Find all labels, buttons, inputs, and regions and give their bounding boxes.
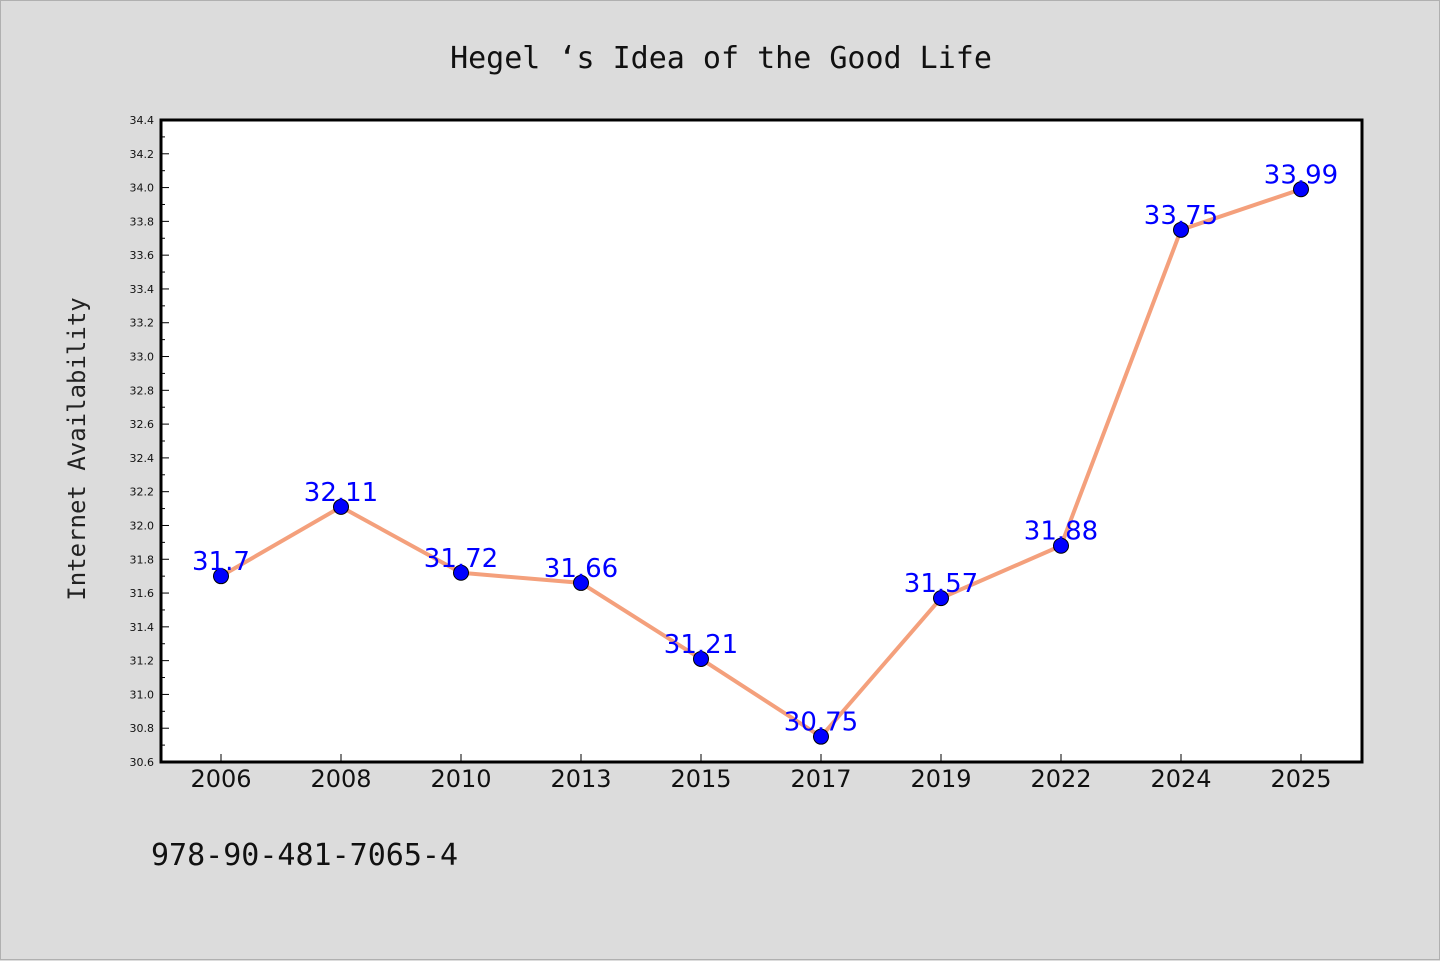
x-axis-ticks: 2006 2008 2010 2013 2015 2017 2019 2022 2024 2025 [190,754,1332,793]
y-tick-label: 34.0 [130,182,155,195]
x-tick-label: 2017 [790,765,851,793]
y-tick-label: 31.4 [130,621,155,634]
y-tick-label: 31.8 [130,553,155,566]
y-tick-label: 33.0 [130,351,155,364]
data-point [1293,181,1309,198]
data-points [213,181,1309,745]
data-point [1053,537,1069,554]
x-tick-label: 2013 [550,765,611,793]
y-tick-label: 31.2 [130,655,155,668]
y-tick-label: 32.0 [130,519,155,532]
footnote: 978-90-481-7065-4 [151,838,458,873]
data-point [813,728,829,745]
data-label: 31.72 [424,544,498,574]
data-label: 30.75 [784,708,858,738]
y-tick-label: 31.0 [130,688,155,701]
y-tick-label: 33.4 [130,283,155,296]
data-label: 31.88 [1024,517,1098,547]
x-tick-label: 2010 [430,765,491,793]
data-label: 31.21 [664,630,738,660]
y-tick-label: 30.6 [130,756,155,769]
x-tick-label: 2006 [190,765,251,793]
data-point [573,574,589,591]
plot-area [159,118,1364,764]
y-tick-label: 32.8 [130,384,155,397]
x-tick-label: 2019 [910,765,971,793]
y-tick-label: 33.8 [130,215,155,228]
x-tick-label: 2025 [1270,765,1331,793]
data-label: 31.57 [904,569,978,599]
data-point [933,590,949,607]
y-tick-label: 32.6 [130,418,155,431]
y-tick-label: 31.6 [130,587,155,600]
data-label: 31.7 [192,547,250,577]
x-tick-label: 2015 [670,765,731,793]
data-point [333,498,349,515]
y-tick-label: 33.6 [130,249,155,262]
y-tick-label: 34.2 [130,148,155,161]
chart-title: Hegel ‘s Idea of the Good Life [450,41,992,76]
data-point [453,564,469,581]
x-tick-label: 2024 [1150,765,1211,793]
data-point [1173,221,1189,238]
data-label: 33.99 [1264,160,1338,190]
data-label: 31.66 [544,554,618,584]
y-tick-label: 32.4 [130,452,155,465]
y-tick-label: 32.2 [130,486,155,499]
series-line [220,187,1302,739]
data-point [693,650,709,667]
y-tick-label: 30.8 [130,722,155,735]
y-tick-label: 33.2 [130,317,155,330]
y-axis-label: Internet Availability [63,297,91,600]
data-label: 32.11 [304,478,378,508]
y-axis-ticks: 30.6 30.8 31.0 31.2 31.4 31.6 31.8 32.0 32.2 32.4… [130,114,169,769]
y-tick-label: 34.4 [130,114,155,127]
x-tick-label: 2022 [1030,765,1091,793]
x-tick-label: 2008 [310,765,371,793]
series-line-group [220,187,1302,739]
data-point [213,568,229,585]
data-label: 33.75 [1144,201,1218,231]
data-labels: 31.7 32.11 31.72 31.66 31.21 30.75 31.57 31.88 3… [192,160,1338,737]
